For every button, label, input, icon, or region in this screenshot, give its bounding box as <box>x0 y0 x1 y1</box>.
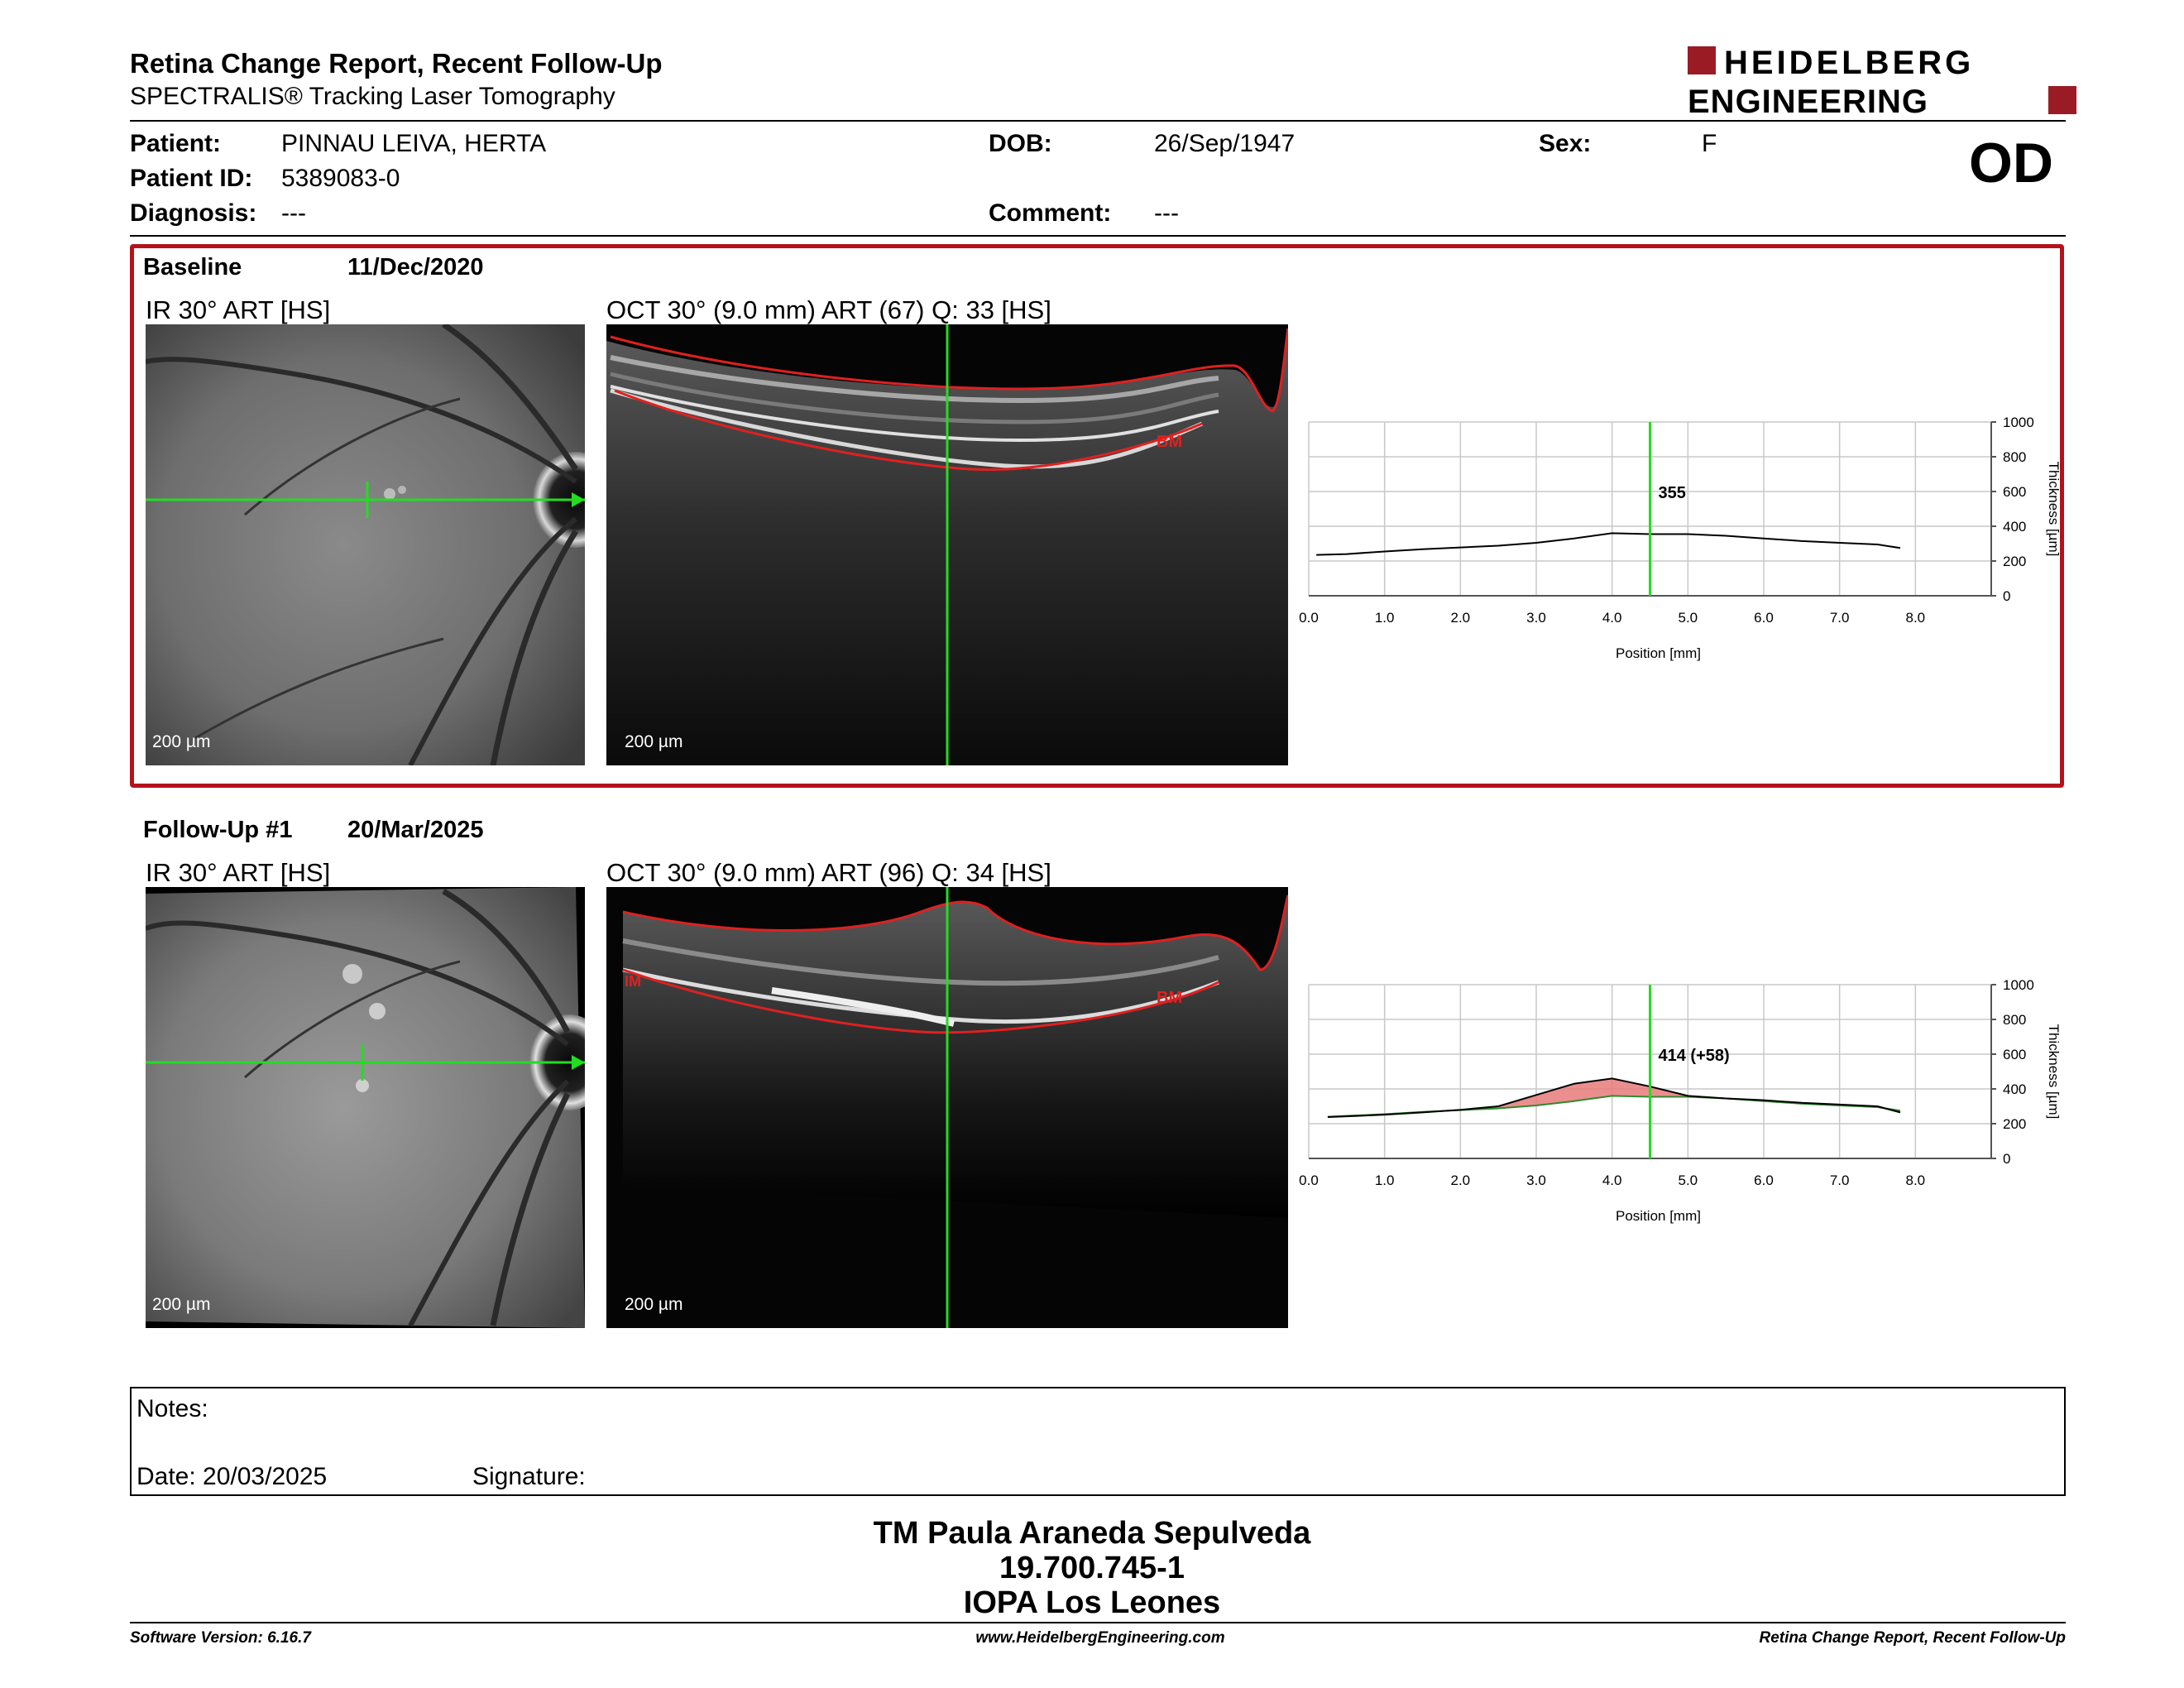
footer-rule <box>130 1622 2066 1623</box>
software-version: Software Version: 6.16.7 <box>130 1629 311 1647</box>
diagnosis-label: Diagnosis: <box>130 199 257 227</box>
followup-oct-label: OCT 30° (9.0 mm) ART (96) Q: 34 [HS] <box>606 858 1051 887</box>
chart-x-label: Position [mm] <box>1616 645 1701 661</box>
baseline-ir-image: 200 µm <box>146 324 585 765</box>
patient-rule <box>130 235 2066 237</box>
chart-x-tick: 0.0 <box>1299 1172 1319 1188</box>
baseline-oct-label: OCT 30° (9.0 mm) ART (67) Q: 33 [HS] <box>606 295 1051 324</box>
sex-value: F <box>1702 130 1717 157</box>
chart-y-tick: 1000 <box>2003 977 2034 993</box>
followup-ir-label: IR 30° ART [HS] <box>146 858 331 887</box>
dob-label: DOB: <box>989 130 1052 157</box>
chart-x-label: Position [mm] <box>1616 1208 1701 1224</box>
followup-label: Follow-Up #1 <box>143 817 293 843</box>
baseline-oct-scale: 200 µm <box>625 732 683 751</box>
chart-series-line-1 <box>1327 1077 1901 1119</box>
chart-x-tick: 7.0 <box>1830 610 1850 626</box>
chart-x-tick: 4.0 <box>1602 1172 1622 1188</box>
footer-report-name: Retina Change Report, Recent Follow-Up <box>1759 1629 2066 1647</box>
notes-box[interactable]: Notes: Date: 20/03/2025 Signature: <box>130 1387 2066 1496</box>
followup-oct-scale: 200 µm <box>625 1295 683 1314</box>
eye-indicator: OD <box>1969 132 2053 194</box>
baseline-oct-image: BM 200 µm <box>606 324 1288 765</box>
chart-x-tick: 1.0 <box>1375 610 1395 626</box>
baseline-ir-label: IR 30° ART [HS] <box>146 295 331 324</box>
chart-y-tick: 800 <box>2003 449 2026 465</box>
chart-annotation: 414 (+58) <box>1659 1047 1730 1065</box>
baseline-highlight-frame <box>130 244 2064 788</box>
chart-x-tick: 0.0 <box>1299 610 1319 626</box>
chart-x-tick: 8.0 <box>1906 610 1926 626</box>
patient-id-label: Patient ID: <box>130 165 253 192</box>
sex-label: Sex: <box>1539 130 1592 157</box>
chart-y-label: Thickness [µm] <box>2046 462 2062 557</box>
signature-institution: IOPA Los Leones <box>963 1585 1221 1620</box>
comment-label: Comment: <box>989 199 1112 227</box>
chart-annotation: 355 <box>1659 484 1686 502</box>
svg-text:IM: IM <box>625 973 641 990</box>
report-subtitle: SPECTRALIS® Tracking Laser Tomography <box>130 83 615 110</box>
chart-x-tick: 6.0 <box>1754 1172 1774 1188</box>
signature-name: TM Paula Araneda Sepulveda <box>873 1516 1311 1551</box>
chart-series-line-0 <box>1316 532 1901 556</box>
chart-x-tick: 3.0 <box>1526 1172 1546 1188</box>
chart-x-tick: 3.0 <box>1526 610 1546 626</box>
svg-text:BM: BM <box>1157 433 1182 451</box>
chart-y-tick: 600 <box>2003 1047 2026 1062</box>
chart-y-tick: 600 <box>2003 484 2026 500</box>
patient-id: 5389083-0 <box>281 165 400 192</box>
chart-y-tick: 0 <box>2003 1151 2010 1167</box>
comment-value: --- <box>1154 199 1179 227</box>
signature-id: 19.700.745-1 <box>999 1551 1185 1585</box>
svg-text:BM: BM <box>1157 989 1182 1007</box>
followup-thickness-chart: 414 (+58) 0.0 1.0 2.0 3.0 4.0 5.0 6.0 7.0 8.0 1000… <box>1299 977 2062 1224</box>
followup-date: 20/Mar/2025 <box>347 817 484 843</box>
chart-x-tick: 2.0 <box>1451 1172 1471 1188</box>
chart-y-tick: 200 <box>2003 554 2026 569</box>
chart-y-tick: 800 <box>2003 1012 2026 1028</box>
chart-y-tick: 0 <box>2003 588 2010 604</box>
chart-x-tick: 1.0 <box>1375 1172 1395 1188</box>
chart-x-tick: 5.0 <box>1679 1172 1698 1188</box>
chart-x-tick: 8.0 <box>1906 1172 1926 1188</box>
baseline-ir-scale: 200 µm <box>152 732 211 751</box>
chart-y-tick: 200 <box>2003 1116 2026 1132</box>
chart-y-tick: 400 <box>2003 519 2026 535</box>
baseline-date: 11/Dec/2020 <box>347 254 484 281</box>
chart-y-label: Thickness [µm] <box>2046 1024 2062 1120</box>
chart-y-tick: 1000 <box>2003 415 2034 430</box>
dob-value: 26/Sep/1947 <box>1154 130 1296 157</box>
chart-x-tick: 4.0 <box>1602 610 1622 626</box>
svg-text:ENGINEERING: ENGINEERING <box>1688 84 1928 117</box>
chart-x-tick: 2.0 <box>1451 610 1471 626</box>
svg-text:HEIDELBERG: HEIDELBERG <box>1724 45 1974 81</box>
notes-date: Date: 20/03/2025 <box>136 1463 328 1490</box>
heidelberg-logo: HEIDELBERG ENGINEERING <box>1688 45 2076 117</box>
followup-ir-image: 200 µm <box>145 887 609 1328</box>
patient-name-label: Patient: <box>130 130 222 157</box>
chart-x-tick: 6.0 <box>1754 610 1774 626</box>
notes-label: Notes: <box>136 1395 208 1422</box>
chart-x-tick: 7.0 <box>1830 1172 1850 1188</box>
chart-x-tick: 5.0 <box>1679 610 1698 626</box>
signature-label: Signature: <box>472 1463 586 1490</box>
followup-ir-scale: 200 µm <box>152 1295 211 1314</box>
followup-oct-image: IM BM 200 µm <box>606 887 1288 1328</box>
website-link[interactable]: www.HeidelbergEngineering.com <box>975 1629 1225 1647</box>
baseline-label: Baseline <box>143 254 242 281</box>
chart-y-tick: 400 <box>2003 1081 2026 1097</box>
diagnosis-value: --- <box>281 199 306 227</box>
patient-name: PINNAU LEIVA, HERTA <box>281 130 547 157</box>
baseline-thickness-chart: 355 0.0 1.0 2.0 3.0 4.0 5.0 6.0 7.0 8.0 1000 800 600… <box>1299 415 2062 661</box>
chart-change-area <box>1327 1078 1900 1118</box>
report-title: Retina Change Report, Recent Follow-Up <box>130 48 663 79</box>
header-rule <box>130 120 2066 122</box>
